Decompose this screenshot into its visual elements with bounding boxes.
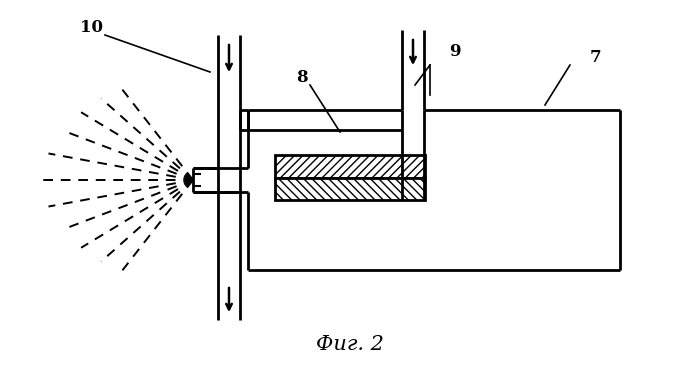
Text: 7: 7 bbox=[589, 50, 601, 66]
Bar bbox=[275, 178, 425, 200]
Bar bbox=[275, 155, 425, 178]
Text: Фиг. 2: Фиг. 2 bbox=[316, 336, 384, 354]
Text: 10: 10 bbox=[80, 20, 103, 36]
Text: 9: 9 bbox=[449, 44, 461, 60]
Text: 8: 8 bbox=[296, 69, 308, 87]
